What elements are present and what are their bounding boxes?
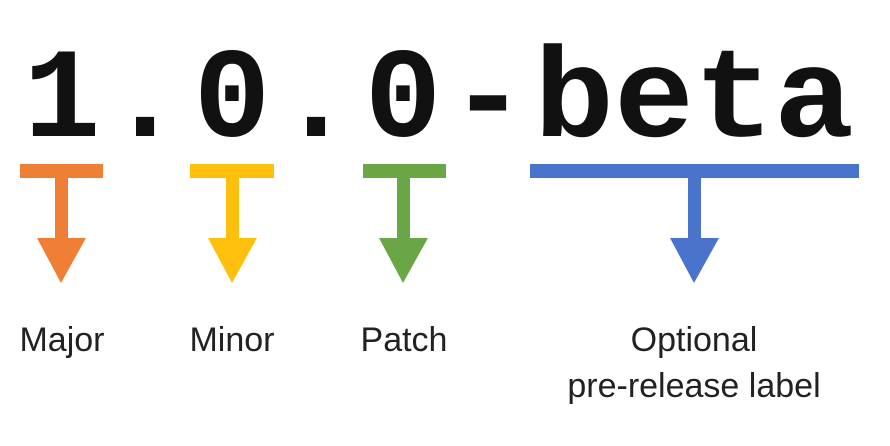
version-patch: 0 bbox=[365, 30, 442, 175]
patch-indicator bbox=[363, 164, 446, 283]
patch-arrow-down-icon bbox=[379, 238, 428, 283]
major-bracket-bar bbox=[20, 164, 103, 178]
version-dash: - bbox=[450, 30, 527, 175]
patch-label: Patch bbox=[361, 321, 448, 359]
version-major: 1 bbox=[24, 30, 101, 175]
minor-label: Minor bbox=[189, 321, 274, 359]
version-string: 1 . 0 . 0 - beta bbox=[24, 30, 854, 175]
minor-arrow-down-icon bbox=[208, 238, 257, 283]
minor-bracket-bar bbox=[190, 164, 274, 178]
prerelease-arrow-down-icon bbox=[670, 238, 719, 283]
minor-indicator bbox=[190, 164, 274, 283]
version-prerelease: beta bbox=[534, 30, 854, 175]
patch-bracket-bar bbox=[363, 164, 446, 178]
version-separator-1: . bbox=[107, 30, 184, 175]
major-indicator bbox=[20, 164, 103, 283]
version-minor: 0 bbox=[194, 30, 271, 175]
major-arrow-shaft bbox=[55, 176, 68, 240]
prerelease-label-line-1: Optional bbox=[631, 321, 758, 359]
major-label: Major bbox=[19, 321, 104, 359]
patch-arrow-shaft bbox=[397, 176, 410, 240]
version-separator-2: . bbox=[278, 30, 355, 175]
prerelease-arrow-shaft bbox=[688, 176, 701, 240]
prerelease-label-line-2: pre-release label bbox=[567, 367, 820, 405]
prerelease-bracket-bar bbox=[530, 164, 859, 178]
minor-arrow-shaft bbox=[226, 176, 239, 240]
prerelease-indicator bbox=[530, 164, 859, 283]
major-arrow-down-icon bbox=[37, 238, 86, 283]
